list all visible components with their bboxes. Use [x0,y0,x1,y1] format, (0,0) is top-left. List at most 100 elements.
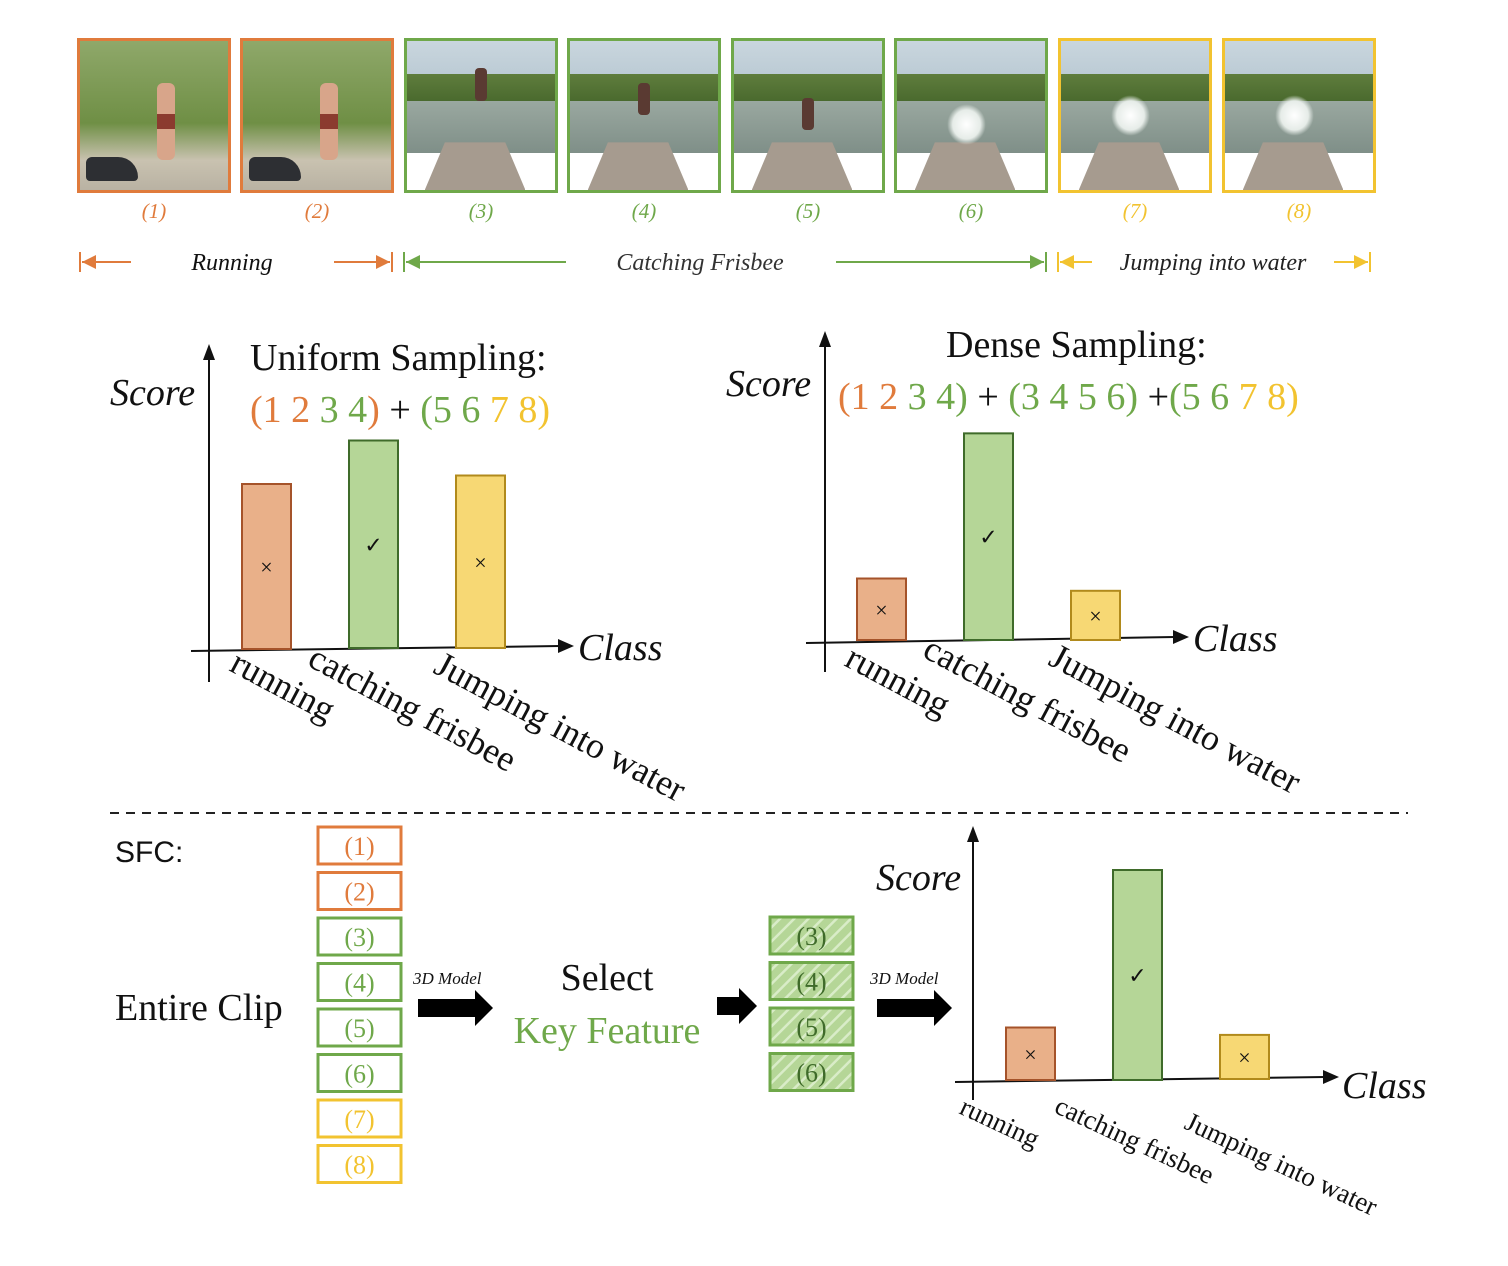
bar-running [856,577,907,641]
segment-label-jumping-into-water: Jumping into water [1120,250,1307,276]
formula-part: 7 8 [490,389,538,431]
model-label: 3D Model [412,969,482,988]
frame-number-label: (8) [1287,199,1312,223]
video-frame-thumbnail [404,38,558,193]
check-mark: ✓ [1128,963,1146,988]
bar-jumping-into-water [455,474,506,649]
dense-sampling-title: Dense Sampling: [946,324,1207,366]
y-axis-arrowhead [819,331,831,347]
timeline-arrowhead [82,255,96,269]
clip-frame-label: (6) [344,1060,374,1089]
bar-catching-frisbee [1112,869,1163,1081]
bar-jumping-into-water [1219,1033,1270,1081]
y-axis-label: Score [876,857,961,899]
selected-frame-label: (3) [796,922,826,951]
clip-frame-label: (3) [344,923,374,952]
formula-part: ) [367,389,380,431]
clip-frame-box [316,1007,403,1048]
cross-mark: × [1089,603,1101,628]
segment-label-catching-frisbee: Catching Frisbee [616,250,784,276]
uniform-sampling-title: Uniform Sampling: [250,337,547,379]
clip-frame-label: (1) [344,832,374,861]
bar-jumping-into-water [1070,589,1121,641]
uniform-sampling-formula: (1 2 3 4) + (5 6 7 8) [250,389,550,431]
timeline-arrowhead [1030,255,1044,269]
cross-mark: × [1238,1045,1250,1070]
formula-part: (5 6 [420,389,490,431]
video-frame-thumbnail [894,38,1048,193]
formula-part: (5 6 [1169,376,1239,418]
formula-part: ) [537,389,550,431]
sfc-label: SFC: [115,836,183,869]
selected-frame-box [768,1006,855,1047]
bar-running [241,483,292,650]
cross-mark: × [260,555,272,580]
timeline-arrowhead [1060,255,1074,269]
model-arrow-2 [877,990,952,1026]
clip-frame-label: (2) [344,878,374,907]
segment-label-running: Running [190,250,272,276]
cross-mark: × [875,597,887,622]
x-axis-label: Class [1342,1065,1426,1107]
category-label: catching frisbee [1050,1090,1218,1190]
formula-part: (1 [250,389,291,431]
clip-frame-box [316,825,403,866]
formula-part: + [380,389,420,431]
frame-number-label: (2) [305,199,330,223]
model-label-2: 3D Model [869,969,939,988]
selected-frame-box [768,915,855,956]
clip-frame-box [316,962,403,1002]
selected-frame-label: (5) [796,1013,826,1042]
x-axis-label: Class [1193,618,1277,660]
selected-frame-box [768,961,855,1001]
formula-part: 3 4) [908,376,968,418]
select-arrow [717,988,757,1024]
formula-part: + [1138,376,1169,418]
key-feature-label: Key Feature [514,1010,701,1052]
bar-catching-frisbee [963,432,1014,641]
category-label: running [955,1091,1044,1154]
x-axis-arrowhead [558,639,574,653]
cross-mark: × [1024,1042,1036,1067]
check-mark: ✓ [979,525,997,550]
bar-catching-frisbee [348,439,399,649]
dense-sampling-formula: (1 2 3 4) + (3 4 5 6) +(5 6 7 8) [838,376,1299,418]
frame-number-label: (4) [632,199,657,223]
clip-frame-box [316,871,403,911]
selected-frame-box [768,1052,855,1092]
timeline-arrowhead [1354,255,1368,269]
formula-part: + [968,376,1008,418]
y-axis-label: Score [110,372,195,414]
formula-part: (1 2 [838,376,908,418]
cross-mark: × [474,550,486,575]
video-frame-thumbnail [240,38,394,193]
video-frame-thumbnail [1222,38,1376,193]
check-mark: ✓ [364,532,382,557]
video-frame-thumbnail [731,38,885,193]
formula-part: 3 4 [320,389,368,431]
y-axis-label: Score [726,363,811,405]
formula-part: 7 8) [1239,376,1299,418]
video-frame-thumbnail [77,38,231,193]
formula-part: 2 [291,389,320,431]
bar-running [1005,1026,1056,1081]
frame-number-label: (7) [1123,199,1148,223]
clip-frame-label: (8) [344,1151,374,1180]
x-axis-arrowhead [1323,1070,1339,1084]
y-axis-arrowhead [967,826,979,842]
clip-frame-box [316,916,403,957]
clip-frame-box [316,1098,403,1139]
frame-number-label: (1) [142,199,167,223]
clip-frame-box [316,1053,403,1093]
model-arrow [418,990,493,1026]
timeline-arrowhead [376,255,390,269]
frame-number-label: (6) [959,199,984,223]
formula-part: (3 4 5 6) [1008,376,1138,418]
x-axis-label: Class [578,627,662,669]
selected-frame-label: (4) [796,968,826,997]
frame-number-label: (3) [469,199,494,223]
clip-frame-label: (7) [344,1105,374,1134]
video-frame-thumbnail [567,38,721,193]
clip-frame-label: (5) [344,1014,374,1043]
